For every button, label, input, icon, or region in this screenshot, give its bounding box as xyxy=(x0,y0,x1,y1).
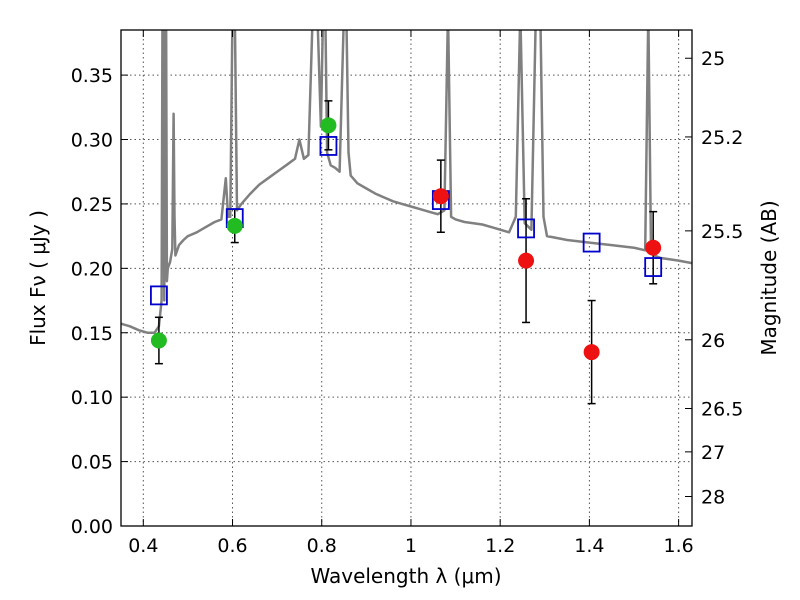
spectrum-series xyxy=(121,30,692,335)
right-tick-label: 25.5 xyxy=(701,221,743,243)
green-point-marker xyxy=(226,217,243,234)
y-tick-label: 0.05 xyxy=(71,452,113,474)
model-square-marker xyxy=(517,218,535,239)
model-square-marker xyxy=(582,232,601,253)
x-tick-label: 0.4 xyxy=(128,535,158,557)
x-axis-label: Wavelength λ (μm) xyxy=(310,564,501,588)
plot-frame xyxy=(120,29,693,527)
x-tick-label: 1.2 xyxy=(485,535,515,557)
observed-points-series xyxy=(150,117,662,361)
model-square-marker xyxy=(150,285,168,306)
x-tick-label: 1 xyxy=(405,535,417,557)
model-square-marker xyxy=(319,136,338,156)
y-axis-label-right: Magnitude (AB) xyxy=(757,200,781,355)
x-tick-label: 1.4 xyxy=(574,535,604,557)
red-point-marker xyxy=(432,188,449,205)
y-tick-label: 0.00 xyxy=(71,516,113,538)
right-tick-label: 25.2 xyxy=(701,127,743,149)
y-tick-label: 0.30 xyxy=(71,130,113,152)
model-squares-series xyxy=(150,136,663,306)
x-tick-label: 0.8 xyxy=(307,535,337,557)
right-tick-label: 28 xyxy=(701,486,725,508)
y-axis-label-left: Flux Fν ( μJy ) xyxy=(26,210,50,346)
right-tick-label: 26.5 xyxy=(701,399,743,421)
y-tick-label: 0.35 xyxy=(71,65,113,87)
green-point-marker xyxy=(320,117,337,134)
right-tick-label: 25 xyxy=(701,48,725,70)
ticks: 0.4 0.6 0.8 1 1.2 1.4 1.6 0.00 0.05 0.10 0.15 0.20 0… xyxy=(71,30,743,557)
spectrum-line xyxy=(121,30,692,335)
right-tick-label: 27 xyxy=(701,442,725,464)
y-tick-label: 0.25 xyxy=(71,194,113,216)
y-tick-label: 0.20 xyxy=(71,258,113,280)
y-tick-label: 0.10 xyxy=(71,387,113,409)
y-tick-label: 0.15 xyxy=(71,323,113,345)
red-point-marker xyxy=(583,344,600,361)
x-tick-label: 1.6 xyxy=(664,535,694,557)
x-tick-label: 0.6 xyxy=(217,535,247,557)
red-point-marker xyxy=(645,239,662,256)
red-point-marker xyxy=(518,252,535,269)
green-point-marker xyxy=(150,332,167,349)
right-tick-label: 26 xyxy=(701,330,725,352)
model-square-marker xyxy=(644,257,663,277)
grid xyxy=(121,30,692,527)
